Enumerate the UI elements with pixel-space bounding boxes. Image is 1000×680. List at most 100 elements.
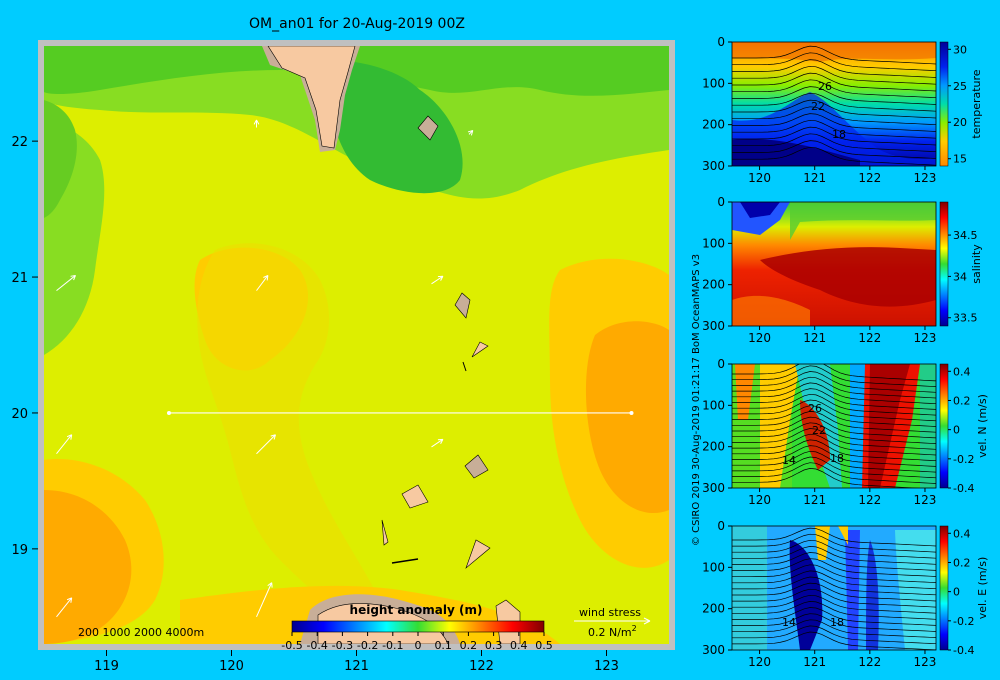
colorbar-gradient [291, 620, 545, 633]
map-title: OM_an01 for 20-Aug-2019 00Z [249, 16, 465, 32]
wind-vector [256, 582, 273, 618]
section-colorbar-tick-label: 30 [953, 43, 967, 56]
section-colorbar-tick-label: 0.2 [953, 556, 971, 569]
map-x-tick-label: 122 [469, 659, 494, 674]
temp-contour-label-26: 26 [818, 80, 832, 93]
colorbar-tick-label: -0.1 [382, 639, 403, 652]
vel-n-section: 26 22 14 18 [731, 363, 937, 489]
section-x-tick-label: 120 [748, 493, 771, 507]
colorbar-tick-label: 0.2 [460, 639, 478, 652]
colorbar-tick-label: 0.5 [535, 639, 553, 652]
temp-contour-label-22: 22 [811, 100, 825, 113]
temperature-section: 26 22 18 [731, 41, 937, 167]
section-y-tick-label: 0 [717, 195, 725, 209]
map-y-tick-label: 20 [11, 407, 28, 422]
section-x-tick-label: 122 [858, 171, 881, 185]
wind-vector [56, 434, 73, 455]
colorbar-title: height anomaly (m) [350, 603, 483, 617]
section-colorbar-tick-label: 0 [953, 586, 960, 599]
vele-contour-label-18: 18 [830, 616, 844, 629]
map-x-tick-label: 120 [219, 659, 244, 674]
section-colorbar-tick-label: -0.2 [953, 453, 974, 466]
vele-contour-label-14: 14 [782, 616, 796, 629]
section-x-tick-label: 123 [914, 331, 937, 345]
colorbar-tick-label: -0.5 [281, 639, 302, 652]
section-y-tick-label: 0 [717, 35, 725, 49]
section-x-tick-label: 121 [803, 171, 826, 185]
veln-contour-label-26: 26 [808, 402, 822, 415]
section-colorbar-tick-label: 20 [953, 116, 967, 129]
section-colorbar-tick-label: -0.4 [953, 644, 974, 657]
section-y-tick-label: 100 [702, 398, 725, 412]
section-colorbar-tick-label: -0.4 [953, 482, 974, 495]
colorbar-tick-label: 0.1 [434, 639, 452, 652]
sea-level-field [44, 46, 669, 644]
map-y-tick-label: 19 [11, 543, 28, 558]
section-y-tick-label: 0 [717, 357, 725, 371]
credit-text: © CSIRO 2019 30-Aug-2019 01:21:17 BoM Oc… [691, 254, 702, 546]
section-y-tick-label: 100 [702, 76, 725, 90]
wind-vectors [56, 119, 474, 618]
section-colorbar-tick-label: 34.5 [953, 229, 978, 242]
section-axes: 120 121 122 123 0 100 200 300 15 20 25 30 120 121 122 1… [702, 35, 977, 669]
colorbar-tick-label: -0.2 [357, 639, 378, 652]
vel-e-colorbar-label: vel. E (m/s) [976, 557, 989, 620]
wind-vector [56, 274, 76, 292]
map-x-tick-label: 123 [594, 659, 619, 674]
map-y-tick-label: 21 [11, 271, 28, 286]
wind-vector [467, 130, 474, 136]
section-x-tick-label: 121 [803, 493, 826, 507]
section-y-tick-label: 200 [702, 440, 725, 454]
wind-stress-legend: wind stress 0.2 N/m2 [574, 606, 651, 639]
wind-vector [56, 597, 73, 618]
section-x-tick-label: 123 [914, 493, 937, 507]
section-x-tick-label: 120 [748, 331, 771, 345]
section-y-tick-label: 100 [702, 236, 725, 250]
salinity-colorbar-label: salinity [970, 244, 983, 284]
section-colorbar-tick-label: 25 [953, 80, 967, 93]
sea-level-colorbar: height anomaly (m) -0.5 -0.4 -0.3 -0.2 -0.1 0… [281, 603, 552, 652]
section-colorbar-tick-label: 34 [953, 270, 967, 283]
section-x-tick-label: 120 [748, 655, 771, 669]
map-axes: 119 120 121 122 123 19 20 21 22 [11, 135, 618, 674]
colorbar-tick-label: -0.3 [332, 639, 353, 652]
wind-vector [256, 274, 269, 291]
map-y-tick-label: 22 [11, 135, 28, 150]
section-x-tick-label: 121 [803, 655, 826, 669]
vel-n-colorbar [939, 363, 949, 489]
section-colorbar-tick-label: 0.2 [953, 394, 971, 407]
temp-contour-label-18: 18 [832, 128, 846, 141]
colorbar-tick-label: 0.4 [510, 639, 528, 652]
wind-vector [431, 275, 444, 285]
colorbar-tick-label: -0.4 [306, 639, 327, 652]
section-x-tick-label: 122 [858, 655, 881, 669]
section-x-tick-label: 122 [858, 331, 881, 345]
veln-contour-label-22: 22 [812, 424, 826, 437]
section-y-tick-label: 300 [702, 481, 725, 495]
map-x-tick-label: 121 [344, 659, 369, 674]
section-colorbar-tick-label: 0.4 [953, 365, 971, 378]
transect-line [167, 410, 634, 415]
wind-vector [256, 434, 276, 455]
wind-legend-value: 0.2 N/m2 [588, 624, 637, 639]
colorbar-tick-label: 0.3 [485, 639, 503, 652]
section-x-tick-label: 121 [803, 331, 826, 345]
section-y-tick-label: 200 [702, 278, 725, 292]
section-y-tick-label: 100 [702, 560, 725, 574]
vel-n-colorbar-label: vel. N (m/s) [976, 394, 989, 458]
veln-contour-label-14: 14 [782, 454, 796, 467]
vel-e-section: 14 18 [731, 525, 937, 651]
section-colorbar-tick-label: 0 [953, 424, 960, 437]
wind-vector [431, 438, 444, 448]
section-x-tick-label: 123 [914, 655, 937, 669]
salinity-section [731, 201, 937, 327]
temperature-colorbar [939, 41, 949, 167]
salinity-colorbar [939, 201, 949, 327]
section-y-tick-label: 300 [702, 319, 725, 333]
vel-e-colorbar [939, 525, 949, 651]
section-x-tick-label: 123 [914, 171, 937, 185]
section-y-tick-label: 200 [702, 602, 725, 616]
section-x-tick-label: 122 [858, 493, 881, 507]
wind-legend-label: wind stress [579, 606, 641, 619]
